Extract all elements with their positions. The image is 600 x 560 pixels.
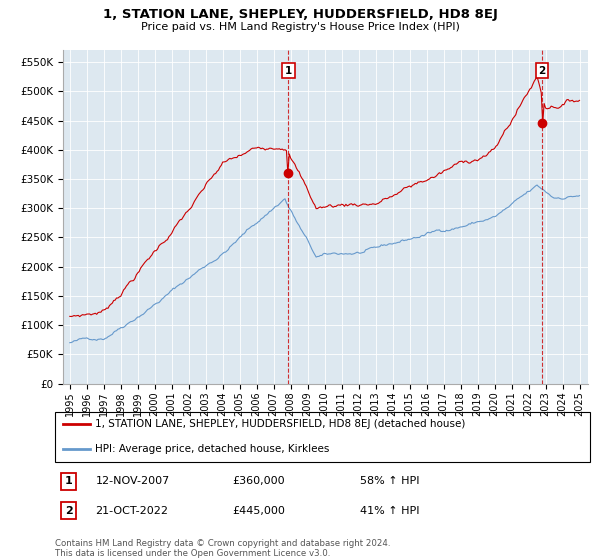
Text: 1, STATION LANE, SHEPLEY, HUDDERSFIELD, HD8 8EJ (detached house): 1, STATION LANE, SHEPLEY, HUDDERSFIELD, … <box>95 419 466 429</box>
Text: 21-OCT-2022: 21-OCT-2022 <box>95 506 169 516</box>
Text: £360,000: £360,000 <box>232 476 284 486</box>
Text: 1, STATION LANE, SHEPLEY, HUDDERSFIELD, HD8 8EJ: 1, STATION LANE, SHEPLEY, HUDDERSFIELD, … <box>103 8 497 21</box>
Text: Price paid vs. HM Land Registry's House Price Index (HPI): Price paid vs. HM Land Registry's House … <box>140 22 460 32</box>
Text: 2: 2 <box>539 66 546 76</box>
Text: 41% ↑ HPI: 41% ↑ HPI <box>360 506 420 516</box>
Text: 1: 1 <box>65 476 73 486</box>
Text: 12-NOV-2007: 12-NOV-2007 <box>95 476 170 486</box>
Text: 2: 2 <box>65 506 73 516</box>
Text: 58% ↑ HPI: 58% ↑ HPI <box>360 476 420 486</box>
Text: Contains HM Land Registry data © Crown copyright and database right 2024.
This d: Contains HM Land Registry data © Crown c… <box>55 539 391 558</box>
Text: HPI: Average price, detached house, Kirklees: HPI: Average price, detached house, Kirk… <box>95 445 330 454</box>
Text: 1: 1 <box>285 66 292 76</box>
Text: £445,000: £445,000 <box>232 506 284 516</box>
